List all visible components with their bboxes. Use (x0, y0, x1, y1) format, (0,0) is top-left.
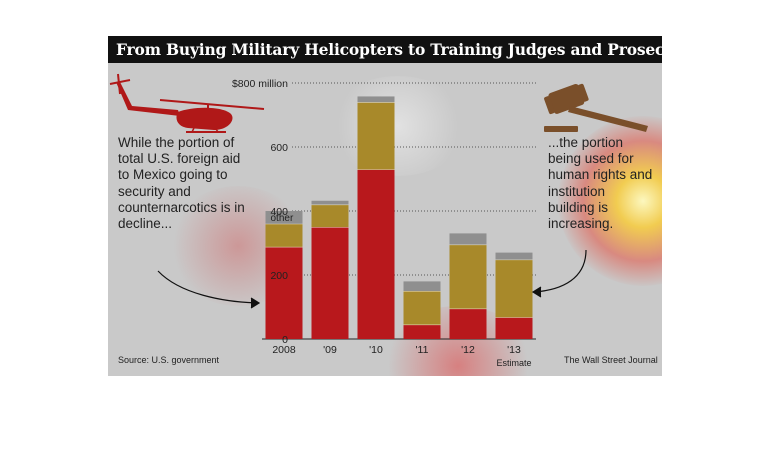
grid-layer (262, 82, 536, 340)
bars-layer (265, 96, 533, 339)
gavel-icon (544, 83, 648, 132)
y-tick-label: 600 (270, 142, 288, 154)
title-bar: From Buying Military Helicopters to Trai… (108, 36, 662, 63)
x-tick-label: '10 (369, 344, 383, 356)
bar-segment (449, 244, 487, 309)
bar-segment (495, 252, 533, 260)
y-tick-label: $800 million (232, 78, 288, 90)
chart-svg: 0 200 400 600 $800 million 2008 '09 '10 '11 '12 '1… (109, 73, 648, 368)
y-tick-label: 200 (270, 270, 288, 282)
x-tick-label: '13 (507, 344, 521, 356)
left-annotation: While the portion of total U.S. foreign … (118, 135, 245, 232)
right-arrow (531, 249, 587, 298)
bar-segment (357, 169, 395, 339)
bar-segment (403, 291, 441, 325)
bar-segment (357, 96, 395, 103)
bar-segment (403, 281, 441, 291)
helicopter-icon (109, 73, 265, 133)
bar-segment (403, 324, 441, 339)
labels-layer: 0 200 400 600 $800 million 2008 '09 '10 '11 '12 '1… (232, 78, 532, 368)
x-tick-label: '09 (323, 344, 337, 356)
right-annotation: ...the portion being used for human righ… (548, 135, 653, 232)
bar-segment (357, 102, 395, 170)
bar-segment (449, 233, 487, 245)
bar-segment (449, 308, 487, 339)
x-tick-label: 2008 (272, 344, 296, 356)
bar-segment (311, 200, 349, 205)
estimate-label: Estimate (496, 358, 531, 368)
bar-segment (495, 259, 533, 318)
x-tick-label: '12 (461, 344, 475, 356)
bar-segment (495, 317, 533, 339)
credit-note: The Wall Street Journal (564, 355, 658, 365)
bar-segment (265, 246, 303, 339)
other-label: other (271, 213, 294, 224)
chart-title: From Buying Military Helicopters to Trai… (116, 40, 662, 59)
bar-segment (311, 204, 349, 227)
left-arrow (157, 270, 261, 309)
bar-segment (265, 211, 303, 224)
x-tick-label: '11 (416, 344, 429, 356)
source-note: Source: U.S. government (118, 355, 220, 365)
y-tick-label: 0 (282, 334, 288, 346)
bar-segment (311, 227, 349, 339)
chart-figure: From Buying Military Helicopters to Trai… (108, 36, 662, 376)
bar-segment (265, 223, 303, 247)
y-tick-label: 400 (270, 206, 288, 218)
